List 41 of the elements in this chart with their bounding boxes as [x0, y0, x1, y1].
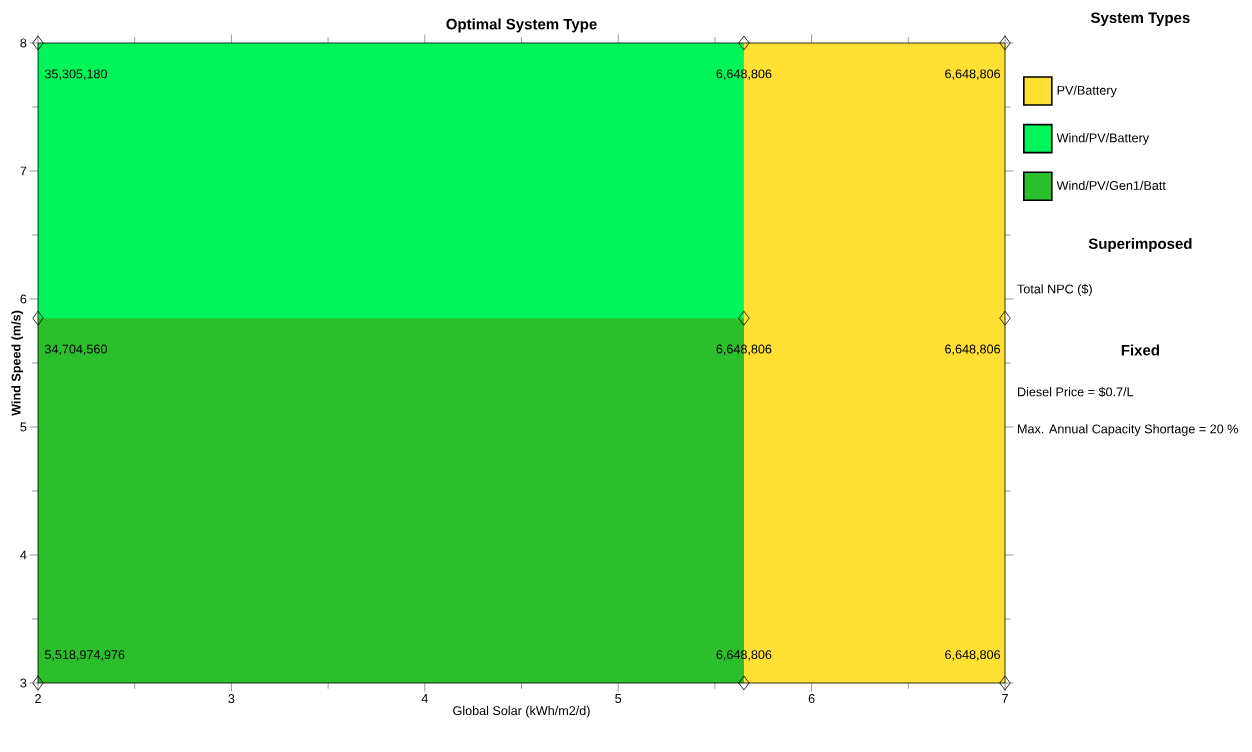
- annotation: 6,648,806: [716, 650, 772, 661]
- x-tick-label: 5: [615, 694, 622, 703]
- annotation: 34,704,560: [44, 344, 107, 355]
- point: [32, 35, 44, 51]
- x-tick-label: 6: [808, 694, 815, 704]
- y-tick-label: 4: [20, 550, 27, 560]
- y-tick-label: 8: [20, 38, 27, 48]
- x-tick-label: 7: [1002, 694, 1008, 703]
- chart-title: Optimal System Type: [446, 18, 597, 33]
- y-tick-label: 7: [20, 166, 27, 176]
- y-tick-label: 6: [20, 294, 27, 304]
- point: [738, 675, 750, 691]
- text: Total NPC ($): [1017, 283, 1092, 296]
- annotation: 6,648,806: [945, 69, 1001, 80]
- y-tick-label: 3: [20, 678, 27, 688]
- point: [738, 310, 750, 326]
- point: [32, 310, 44, 326]
- annotation: 6,648,806: [945, 344, 1001, 355]
- point: [999, 35, 1011, 51]
- text: Fixed: [1121, 344, 1159, 356]
- annotation: 35,305,180: [44, 69, 107, 80]
- text: Diesel Price = $0.7/L: [1018, 386, 1134, 398]
- x-tick-label: 4: [421, 694, 428, 703]
- point: [32, 675, 44, 691]
- point: [738, 35, 750, 51]
- legend-label: PV/Battery: [1057, 85, 1117, 98]
- text: Superimposed: [1088, 238, 1192, 252]
- x-axis-title: Global Solar (kWh/m2/d): [453, 705, 590, 718]
- legend-label: Wind/PV/Battery: [1056, 133, 1150, 145]
- legend-title: System Types: [1090, 12, 1190, 26]
- point: [999, 310, 1011, 326]
- annotation: 6,648,806: [945, 650, 1001, 661]
- x-tick-label: 2: [35, 694, 41, 703]
- annotation: 5,518,974,976: [44, 650, 125, 661]
- point: [999, 675, 1011, 691]
- text: Wind/PV/Gen1/Batt: [1056, 180, 1166, 190]
- y-axis-title: Wind Speed (m/s): [11, 310, 24, 416]
- text: Max. Annual Capacity Shortage = 20 %: [1018, 424, 1238, 436]
- annotation: 6,648,806: [716, 344, 772, 355]
- y-tick-label: 5: [20, 422, 27, 432]
- x-tick-label: 3: [228, 694, 235, 704]
